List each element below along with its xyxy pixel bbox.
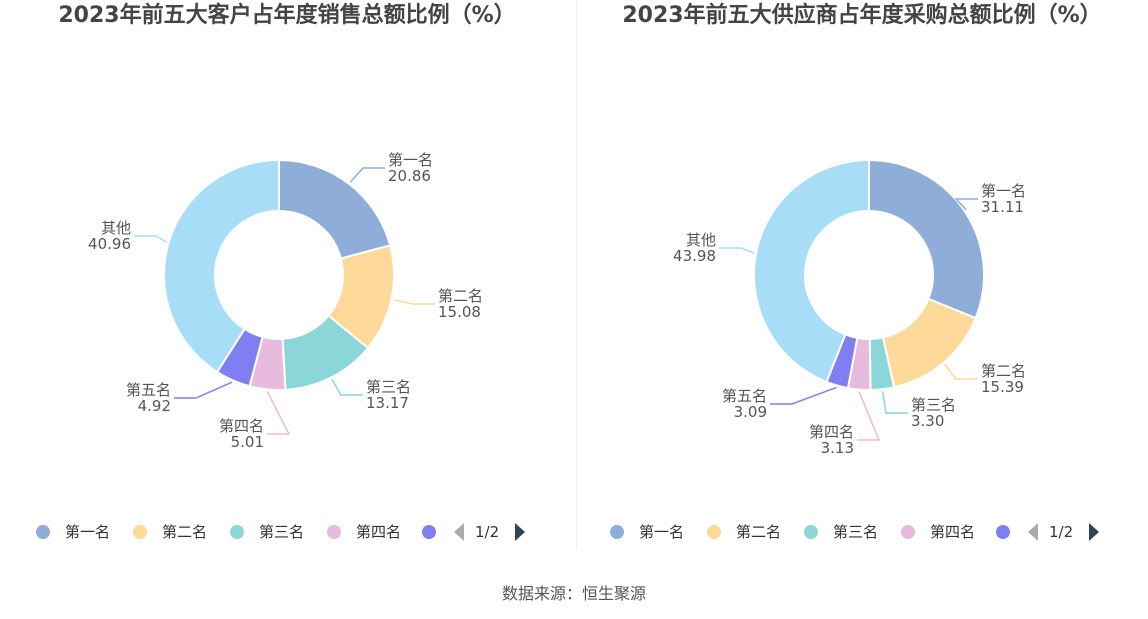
legend-next-page-icon[interactable]	[515, 523, 525, 541]
slice-label-value: 31.11	[981, 198, 1024, 216]
legend-label-first[interactable]: 第一名	[639, 523, 684, 541]
leader-line-other	[719, 247, 755, 254]
leader-line-fourth	[266, 391, 291, 435]
slice-label-name: 其他	[101, 219, 131, 237]
legend-marker-third[interactable]	[230, 525, 244, 539]
slice-label-name: 其他	[686, 231, 716, 249]
leader-line-third	[881, 391, 908, 414]
slice-label-value: 20.86	[388, 167, 431, 185]
slice-label-name: 第三名	[366, 378, 411, 396]
slice-label-value: 15.39	[981, 378, 1024, 396]
legend-marker-second[interactable]	[707, 525, 721, 539]
leader-line-other	[134, 235, 168, 243]
leader-line-second	[944, 363, 978, 380]
slice-label-value: 3.09	[734, 403, 767, 421]
data-source-note: 数据来源：恒生聚源	[501, 584, 646, 603]
legend-marker-fifth[interactable]	[996, 525, 1010, 539]
slice-label-name: 第二名	[438, 287, 483, 305]
slice-label-name: 第四名	[809, 423, 854, 441]
legend-marker-fifth[interactable]	[422, 525, 436, 539]
legend-marker-first[interactable]	[610, 525, 624, 539]
leader-line-fifth	[174, 381, 233, 399]
slice-label-name: 第三名	[911, 396, 956, 414]
slice-label-value: 40.96	[88, 235, 131, 253]
chart-title: 2023年前五大供应商占年度采购总额比例（%）	[622, 3, 1102, 28]
donut-slice-second[interactable]	[881, 297, 977, 389]
legend-marker-first[interactable]	[36, 525, 50, 539]
slice-label-value: 3.13	[821, 439, 854, 457]
donut-slice-other[interactable]	[163, 158, 280, 374]
leader-line-first	[954, 198, 978, 211]
legend-label-second[interactable]: 第二名	[162, 523, 207, 541]
legend-label-fourth[interactable]: 第四名	[930, 523, 975, 541]
legend-marker-third[interactable]	[804, 525, 818, 539]
legend-marker-second[interactable]	[133, 525, 147, 539]
leader-line-fifth	[770, 386, 837, 405]
legend-marker-fourth[interactable]	[901, 525, 915, 539]
legend-prev-page-icon[interactable]	[454, 523, 464, 541]
donut-chart: 第一名31.11第二名15.39第三名3.30第四名3.13第五名3.09其他4…	[610, 158, 1099, 541]
legend-label-third[interactable]: 第三名	[833, 523, 878, 541]
slice-label-value: 13.17	[366, 394, 409, 412]
supplier-chart-panel: 2023年前五大供应商占年度采购总额比例（%） 第一名 31.11 第二名 15.39…	[574, 0, 1148, 560]
leader-line-second	[393, 299, 435, 305]
leader-line-fourth	[857, 391, 881, 441]
legend-label-third[interactable]: 第三名	[259, 523, 304, 541]
donut-slice-first[interactable]	[278, 158, 392, 260]
slice-label-value: 4.92	[138, 397, 171, 415]
donut-slice-first[interactable]	[868, 158, 985, 320]
customer-chart-panel: 2023年前五大客户占年度销售总额比例（%） 第一名 20.86 第二名 15.08 第…	[0, 0, 574, 560]
slice-label-name: 第二名	[981, 362, 1026, 380]
legend-page-indicator: 1/2	[475, 523, 499, 541]
slice-label-name: 第五名	[126, 381, 171, 399]
slice-label-name: 第一名	[388, 151, 433, 169]
donut-chart: 第一名20.86第二名15.08第三名13.17第四名5.01第五名4.92其他…	[36, 151, 525, 541]
slice-label-name: 第一名	[981, 182, 1026, 200]
legend-label-first[interactable]: 第一名	[65, 523, 110, 541]
legend-next-page-icon[interactable]	[1089, 523, 1099, 541]
legend-page-indicator: 1/2	[1049, 523, 1073, 541]
legend-label-second[interactable]: 第二名	[736, 523, 781, 541]
slice-label-value: 43.98	[673, 247, 716, 265]
leader-line-third	[331, 378, 363, 396]
legend-marker-fourth[interactable]	[327, 525, 341, 539]
slice-label-value: 3.30	[911, 412, 944, 430]
slice-label-name: 第五名	[722, 387, 767, 405]
chart-title: 2023年前五大客户占年度销售总额比例（%）	[58, 3, 516, 28]
slice-label-name: 第四名	[219, 417, 264, 435]
legend-label-fourth[interactable]: 第四名	[356, 523, 401, 541]
slice-label-value: 15.08	[438, 303, 481, 321]
legend-prev-page-icon[interactable]	[1028, 523, 1038, 541]
panel-divider	[576, 0, 577, 550]
leader-line-first	[349, 167, 385, 183]
slice-label-value: 5.01	[231, 433, 264, 451]
donut-slice-other[interactable]	[753, 158, 870, 384]
